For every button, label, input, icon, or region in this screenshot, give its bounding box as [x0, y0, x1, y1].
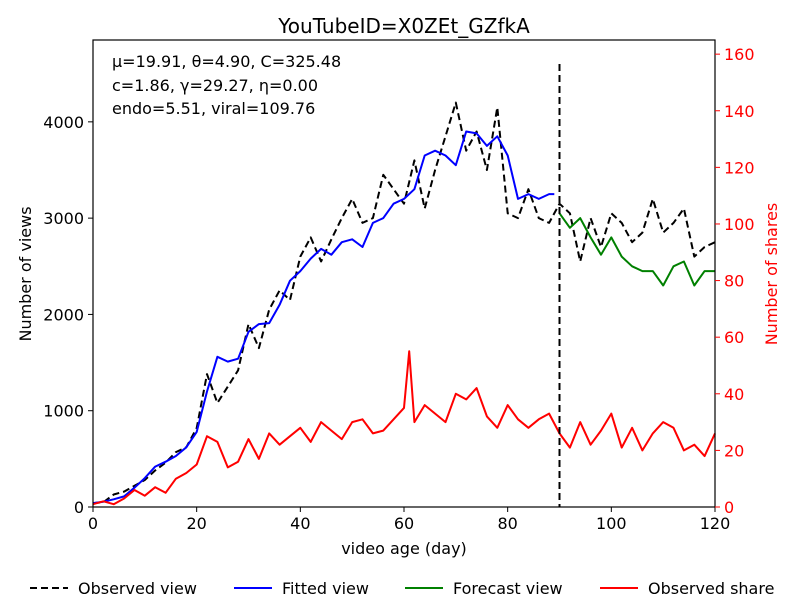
y2-tick-label: 120	[724, 158, 755, 177]
x-tick-label: 60	[394, 514, 414, 533]
series-observed-share	[92, 350, 716, 506]
legend-observed-share-label: Observed share	[648, 579, 774, 598]
y2-tick-label: 20	[724, 441, 744, 460]
parameter-annotation: μ=19.91, θ=4.90, C=325.48 c=1.86, γ=29.2…	[112, 52, 341, 118]
y-axis-label: Number of views	[16, 206, 35, 341]
y2-tick-label: 0	[724, 498, 734, 517]
y2-tick-label: 140	[724, 102, 755, 121]
annotation-line-2: c=1.86, γ=29.27, η=0.00	[112, 76, 318, 95]
series-fitted-view	[92, 130, 555, 505]
x-tick-label: 20	[186, 514, 206, 533]
x-tick-label: 0	[88, 514, 98, 533]
y2-tick-label: 80	[724, 272, 744, 291]
x-tick-label: 40	[290, 514, 310, 533]
annotation-line-3: endo=5.51, viral=109.76	[112, 99, 315, 118]
series-forecast-view	[558, 212, 715, 287]
x-tick-label: 100	[596, 514, 627, 533]
x-tick-label: 120	[700, 514, 731, 533]
x-axis: 0 20 40 60 80 100 120	[88, 507, 730, 533]
legend-forecast-view-label: Forecast view	[453, 579, 563, 598]
series-layer	[92, 101, 716, 506]
y-axis-right: 0 20 40 60 80 100 120 140 160	[715, 45, 755, 517]
y2-tick-label: 60	[724, 328, 744, 347]
y2-tick-label: 40	[724, 385, 744, 404]
y2-tick-label: 160	[724, 45, 755, 64]
legend-fitted-view-label: Fitted view	[282, 579, 369, 598]
y-tick-label: 3000	[43, 209, 84, 228]
y2-axis-label: Number of shares	[762, 203, 781, 346]
y-tick-label: 1000	[43, 402, 84, 421]
x-axis-label: video age (day)	[341, 539, 467, 558]
annotation-line-1: μ=19.91, θ=4.90, C=325.48	[112, 52, 341, 71]
chart-title: YouTubeID=X0ZEt_GZfkA	[277, 14, 530, 38]
legend-observed-view-label: Observed view	[78, 579, 197, 598]
y-tick-label: 2000	[43, 305, 84, 324]
y-tick-label: 4000	[43, 113, 84, 132]
y2-tick-label: 100	[724, 215, 755, 234]
legend: Observed view Fitted view Forecast view …	[30, 579, 774, 598]
x-tick-label: 80	[497, 514, 517, 533]
y-axis-left: 0 1000 2000 3000 4000	[43, 113, 93, 517]
y-tick-label: 0	[74, 498, 84, 517]
